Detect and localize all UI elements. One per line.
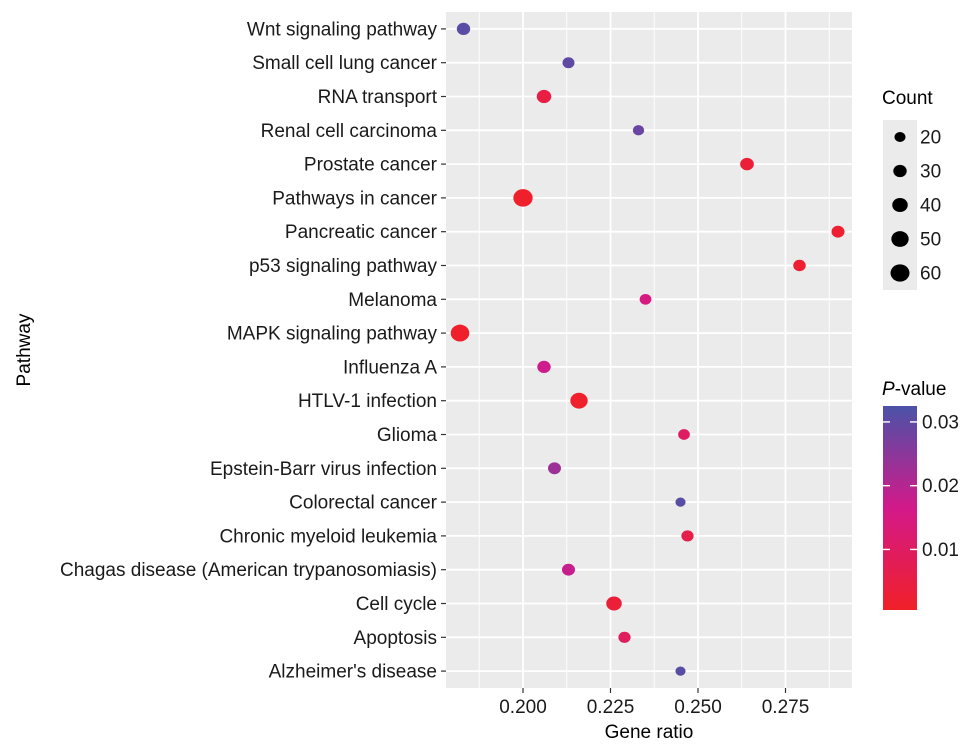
pathway-label: Chronic myeloid leukemia [219,526,437,547]
y-axis-labels: Wnt signaling pathway Small cell lung can… [60,19,446,683]
data-point [548,462,561,475]
data-point [536,89,552,104]
data-point [562,563,575,576]
pathway-label: Wnt signaling pathway [247,19,438,40]
pvalue-colorbar [883,406,917,610]
pvalue-legend-label: 0.01 [922,540,959,561]
x-tick-label: 0.275 [762,697,810,718]
data-point [675,666,686,676]
pathway-label: Alzheimer's disease [269,662,437,683]
count-legend-dot [894,132,906,142]
pathway-label: Renal cell carcinoma [261,121,438,142]
pvalue-legend: P-value 0.03 0.02 0.01 [882,379,959,610]
data-point [513,189,533,207]
pathway-label: RNA transport [318,87,438,108]
pathway-label: Colorectal cancer [289,493,438,514]
pathway-label: Melanoma [348,290,437,311]
count-legend-label: 50 [920,230,941,251]
data-point [740,157,754,171]
data-point [618,631,631,643]
x-tick-label: 0.250 [674,697,722,718]
data-point [456,22,471,36]
count-legend-dot [890,264,910,282]
count-legend-label: 20 [920,128,941,149]
pvalue-legend-label: 0.02 [922,476,959,497]
data-points [450,22,845,676]
data-point [537,360,551,374]
count-legend-dot [892,197,908,213]
data-point [570,392,588,409]
pathway-label: Cell cycle [356,594,437,615]
pathway-label: Small cell lung cancer [252,53,437,74]
data-point [639,293,652,305]
x-tick-label: 0.200 [499,697,547,718]
data-point [678,429,690,440]
pathway-label: Prostate cancer [304,155,438,176]
data-point [675,497,686,507]
count-legend-label: 30 [920,162,941,183]
data-point [793,259,806,272]
data-point [450,324,470,342]
pvalue-legend-title: P-value [882,379,946,400]
pathway-label: Glioma [377,425,438,446]
pathway-label: Influenza A [343,357,437,378]
count-legend: Count 20 30 40 50 60 [882,88,941,290]
data-point [831,225,845,238]
x-axis-title: Gene ratio [605,722,694,743]
pathway-label: Pancreatic cancer [285,222,438,243]
data-point [562,57,575,69]
data-point [606,596,622,611]
pathway-label: p53 signaling pathway [249,256,438,277]
data-point [681,530,694,542]
count-legend-dot [891,231,909,247]
x-axis-ticks: 0.200 0.225 0.250 0.275 [499,688,809,718]
pathway-label: HTLV-1 infection [298,391,437,412]
x-tick-label: 0.225 [587,697,635,718]
data-point [632,125,645,136]
plot-panel [446,12,852,688]
pvalue-legend-label: 0.03 [922,412,959,433]
pathway-label: MAPK signaling pathway [227,324,438,345]
pathway-label: Apoptosis [354,628,437,649]
pathway-label: Pathways in cancer [272,188,437,209]
count-legend-label: 60 [920,264,941,285]
count-legend-title: Count [882,88,933,109]
pathway-label: Epstein-Barr virus infection [210,459,437,480]
count-legend-dot [893,164,907,178]
pathway-label: Chagas disease (American trypanosomiasis… [60,560,437,581]
count-legend-label: 40 [920,196,941,217]
y-axis-title: Pathway [14,313,35,386]
